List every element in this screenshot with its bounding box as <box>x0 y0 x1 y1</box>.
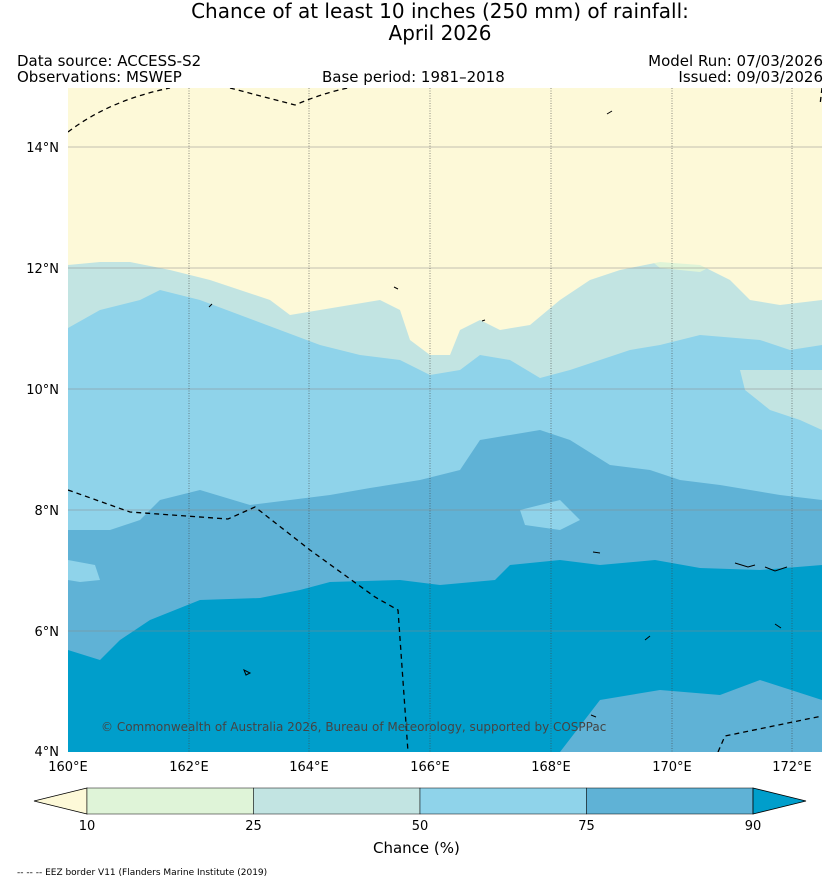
colorbar-title: Chance (%) <box>373 839 460 857</box>
eez-border-east <box>819 88 822 106</box>
colorbar-tick: 10 <box>79 819 96 834</box>
islands <box>208 110 788 718</box>
chart-title-line2: April 2026 <box>388 21 492 45</box>
colorbar-segment-10-25 <box>86 787 254 815</box>
issued-date: Issued: 09/03/2026 <box>678 68 823 86</box>
lat-label: 4°N <box>35 745 60 760</box>
colorbar-extend-low <box>33 787 88 815</box>
lon-label: 160°E <box>48 760 88 775</box>
colorbar-segment-75-90 <box>586 787 754 815</box>
lat-label: 10°N <box>26 383 59 398</box>
eez-border-north <box>68 88 352 133</box>
eez-border-mid <box>68 489 409 752</box>
band-below-10 <box>68 88 822 355</box>
lat-label: 14°N <box>26 141 59 156</box>
longitude-labels: 160°E 162°E 164°E 166°E 168°E 170°E 172°… <box>48 760 812 775</box>
colorbar-segment-25-50 <box>253 787 421 815</box>
band-25-50-east <box>740 370 822 430</box>
band-50-75-patch <box>68 500 580 582</box>
lon-label: 162°E <box>169 760 209 775</box>
gridlines <box>68 88 822 752</box>
colorbar-segment-50-75 <box>419 787 587 815</box>
lat-label: 6°N <box>35 625 60 640</box>
lon-label: 164°E <box>289 760 329 775</box>
colorbar-tick: 50 <box>412 819 429 834</box>
colorbar: 10 25 50 75 90 <box>33 787 807 834</box>
base-period: Base period: 1981–2018 <box>322 68 505 86</box>
lon-label: 168°E <box>531 760 571 775</box>
observations: Observations: MSWEP <box>17 68 182 86</box>
colorbar-tick: 90 <box>745 819 762 834</box>
colorbar-tick: 75 <box>578 819 595 834</box>
band-75-90-south <box>560 680 822 752</box>
lat-label: 8°N <box>35 504 60 519</box>
eez-legend-note: -- -- -- EEZ border V11 (Flanders Marine… <box>17 868 268 878</box>
lon-label: 166°E <box>410 760 450 775</box>
lat-label: 12°N <box>26 262 59 277</box>
copyright-notice: © Commonwealth of Australia 2026, Bureau… <box>101 720 606 734</box>
model-run: Model Run: 07/03/2026 <box>648 52 823 70</box>
eez-border-southeast <box>717 715 822 752</box>
colorbar-extend-high <box>752 787 807 815</box>
probability-field <box>68 88 822 752</box>
colorbar-tick: 25 <box>245 819 262 834</box>
eez-borders <box>68 88 822 752</box>
data-source: Data source: ACCESS-S2 <box>17 52 202 70</box>
lon-label: 170°E <box>652 760 692 775</box>
latitude-labels: 14°N 12°N 10°N 8°N 6°N 4°N <box>26 141 59 760</box>
lon-label: 172°E <box>772 760 812 775</box>
chart-title-line1: Chance of at least 10 inches (250 mm) of… <box>191 0 689 23</box>
